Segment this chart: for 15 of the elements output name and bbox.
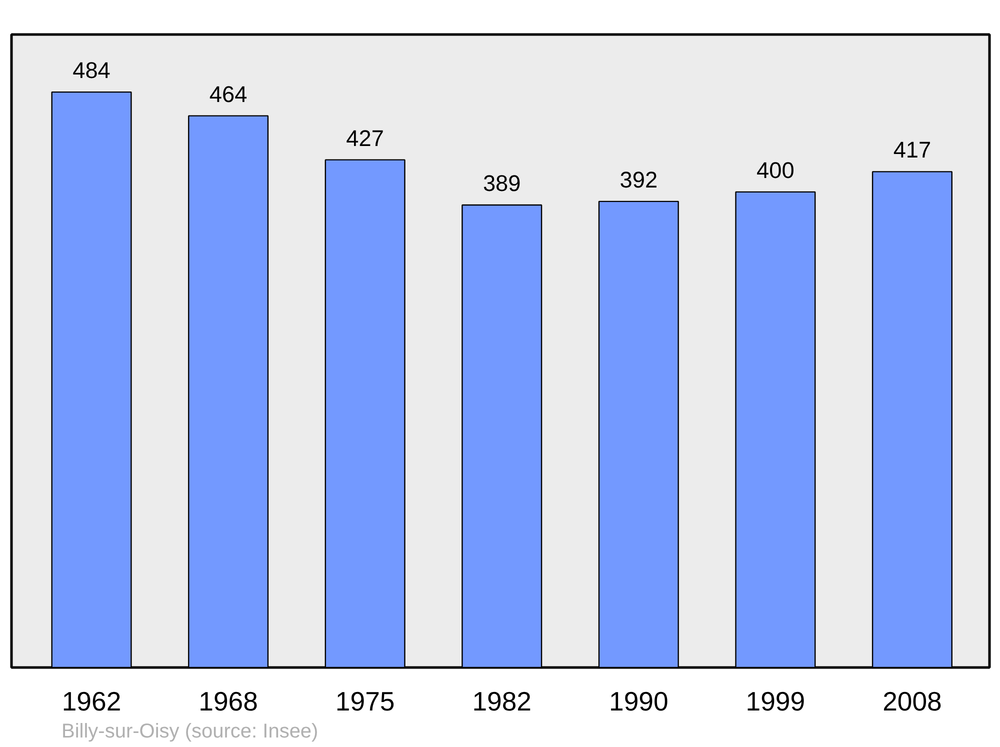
text: Billy-sur-Oisy (source: Insee)	[62, 720, 318, 742]
x-tick-label: 1975	[335, 686, 395, 716]
x-tick-label: 1999	[746, 686, 806, 716]
x-tick-label: 1982	[472, 686, 532, 716]
data-label: 392	[620, 166, 658, 192]
data-label: 389	[482, 170, 521, 196]
data-label: 484	[72, 57, 110, 84]
x-tick-label: 1968	[198, 686, 258, 716]
x-tick-label: 1990	[609, 686, 668, 716]
data-label: 464	[209, 80, 248, 107]
x-tick-label: 2008	[882, 686, 942, 716]
data-label: 417	[893, 136, 932, 163]
data-label: 400	[756, 156, 794, 183]
data-label: 427	[346, 124, 384, 151]
x-tick-label: 1962	[62, 686, 122, 716]
